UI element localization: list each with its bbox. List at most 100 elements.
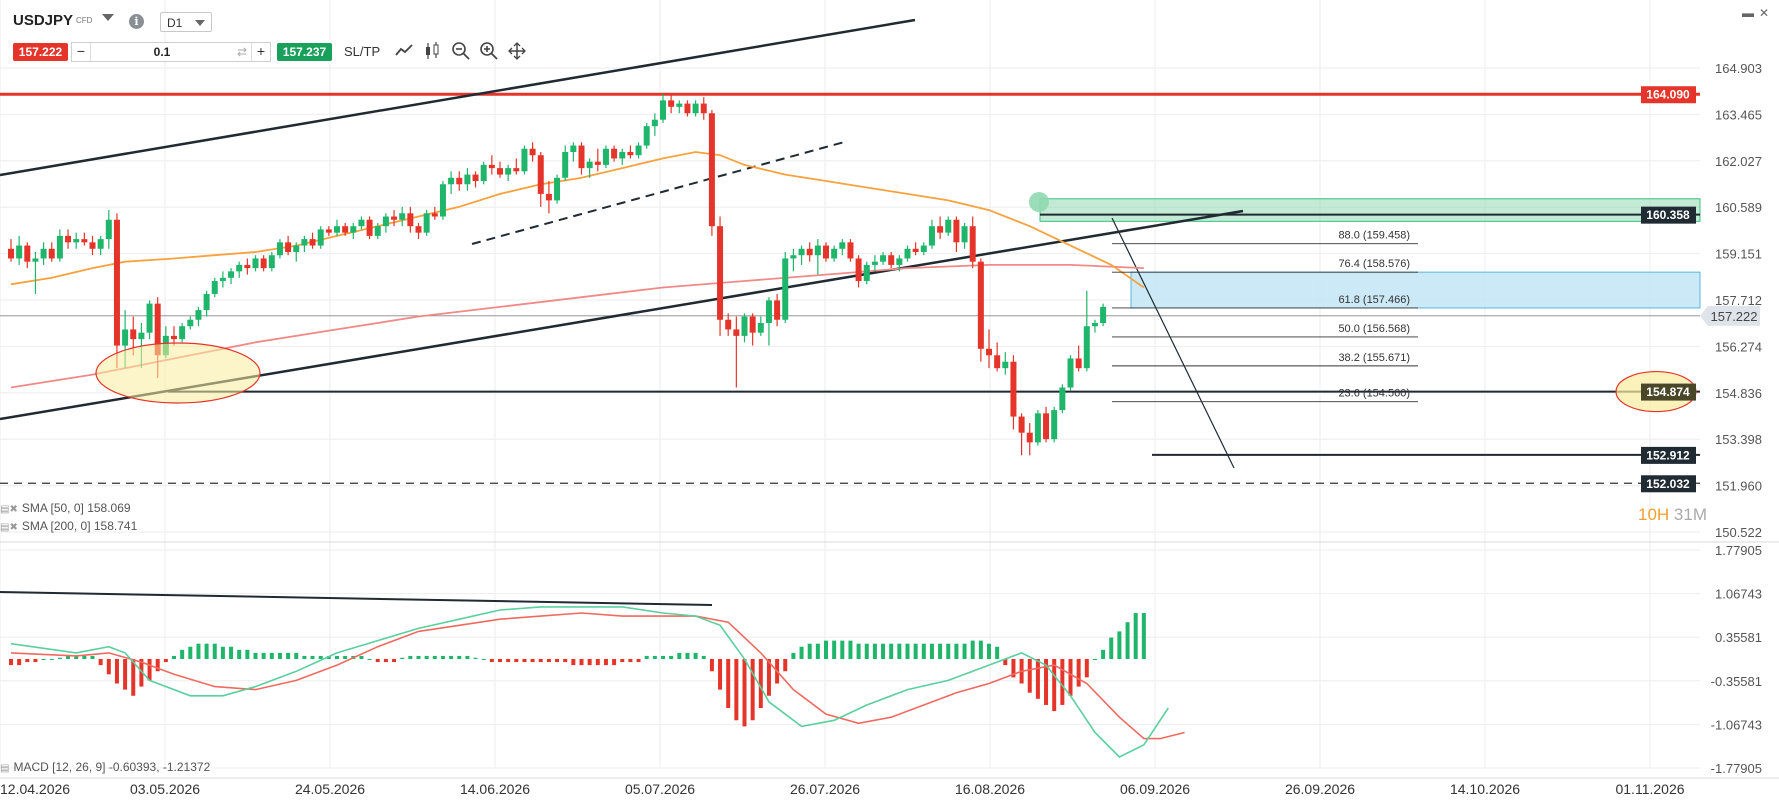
macd-histogram-bar [1044, 659, 1049, 705]
macd-histogram-bar [408, 655, 413, 659]
macd-histogram-bar [791, 652, 796, 659]
macd-histogram-bar [661, 655, 665, 659]
macd-histogram-bar [954, 643, 959, 659]
settings-icon[interactable]: ▤ [0, 763, 10, 774]
macd-histogram-bar [734, 659, 739, 721]
zoom-in-icon[interactable] [478, 40, 500, 62]
zoom-out-icon[interactable] [450, 40, 472, 62]
macd-histogram-bar [1133, 613, 1138, 659]
candle-body [1091, 322, 1098, 327]
candle-body [236, 264, 243, 272]
symbol-dropdown-caret[interactable] [102, 14, 114, 21]
sma50-legend[interactable]: ▤✖ SMA [50, 0] 158.069 [0, 501, 131, 515]
close-icon[interactable]: ✕ [1759, 6, 1770, 20]
settings-icon[interactable]: ▤✖ [0, 522, 18, 533]
candle-body [1067, 358, 1074, 388]
quantity-stepper[interactable]: − 0.1 ⇄ + [71, 42, 271, 62]
decrease-quantity-button[interactable]: − [72, 43, 91, 61]
sma200-legend-text: SMA [200, 0] 158.741 [21, 519, 138, 533]
candle-body [986, 348, 992, 356]
macd-histogram-bar [897, 643, 902, 659]
chevron-down-icon [195, 20, 205, 26]
crosshair-move-icon[interactable] [506, 40, 528, 62]
buy-ask-button[interactable]: 157.237 [277, 43, 332, 61]
trendline-down [1111, 217, 1235, 469]
macd-histogram-bar [1003, 659, 1008, 666]
minimize-icon[interactable]: ▬ [1742, 6, 1754, 20]
info-icon[interactable]: i [129, 14, 144, 29]
symbol-name[interactable]: USDJPY [13, 12, 74, 29]
candle-body [448, 177, 455, 185]
candlestick-icon[interactable] [422, 40, 444, 62]
timeframe-select[interactable]: D1 [160, 12, 212, 32]
candle-body [40, 248, 47, 259]
candle-body [285, 242, 292, 253]
candle-body [676, 103, 683, 107]
macd-histogram-bar [1035, 659, 1040, 699]
macd-signal-line [10, 612, 1185, 740]
macd-histogram-bar [1101, 649, 1106, 659]
candle-body [268, 255, 275, 269]
settings-icon[interactable]: ▤✖ [0, 504, 18, 515]
candle-body [619, 151, 626, 159]
candle-body [391, 216, 398, 220]
candle-body [431, 213, 438, 217]
price-level-badge-text: 152.912 [1646, 448, 1690, 462]
candle-body [16, 245, 23, 259]
macd-histogram-bar [1117, 631, 1122, 659]
sl-tp-button[interactable]: SL/TP [344, 44, 381, 59]
macd-legend[interactable]: ▤ MACD [12, 26, 9] -0.60393, -1.21372 [0, 760, 210, 774]
zone-anchor-point [1029, 191, 1049, 212]
macd-histogram-bar [392, 659, 397, 663]
date-axis-tick: 14.10.2026 [1450, 781, 1520, 797]
candle-body [928, 226, 935, 246]
date-axis-tick: 24.05.2026 [295, 781, 365, 797]
macd-histogram-bar [522, 659, 527, 663]
candle-body [73, 239, 80, 243]
macd-histogram-bar [555, 659, 560, 663]
macd-histogram-bar [644, 655, 649, 659]
date-axis-tick: 06.09.2026 [1120, 781, 1190, 797]
sell-bid-button[interactable]: 157.222 [13, 43, 68, 61]
candle-body [953, 219, 960, 243]
macd-histogram-bar [261, 652, 266, 659]
macd-histogram-bar [416, 655, 421, 659]
candle-body [317, 229, 324, 246]
macd-histogram-bar [913, 643, 918, 659]
macd-histogram-bar [799, 646, 804, 659]
candle-body [513, 168, 520, 172]
macd-histogram-bar [383, 659, 388, 663]
macd-histogram-bar [123, 659, 128, 690]
candle-body [643, 126, 650, 146]
timeframe-value: D1 [167, 16, 183, 30]
macd-histogram-bar [1141, 613, 1146, 659]
macd-axis-tick: -1.77905 [1711, 761, 1762, 776]
candle-body [937, 226, 944, 233]
macd-histogram-bar [375, 659, 380, 663]
macd-histogram-bar [848, 640, 853, 659]
candle-body [660, 100, 666, 120]
fibonacci-zone [1130, 271, 1701, 309]
increase-quantity-button[interactable]: + [251, 43, 270, 61]
macd-histogram-bar [131, 659, 136, 696]
price-axis-tick: 154.836 [1715, 386, 1762, 401]
macd-histogram-bar [237, 649, 242, 659]
line-chart-icon[interactable] [393, 40, 415, 62]
macd-histogram-bar [636, 659, 641, 663]
macd-histogram-bar [432, 655, 437, 659]
candle-body [545, 193, 552, 201]
candle-body [260, 258, 267, 269]
price-level-badge [1641, 86, 1696, 104]
macd-histogram-bar [620, 659, 625, 663]
sma200-legend[interactable]: ▤✖ SMA [200, 0] 158.741 [0, 519, 137, 533]
macd-histogram-bar [579, 659, 584, 666]
quantity-input[interactable]: 0.1 [153, 45, 171, 59]
candle-body [480, 164, 487, 182]
candle-body [105, 219, 112, 240]
date-axis-tick: 03.05.2026 [130, 781, 200, 797]
candle-body [179, 326, 186, 340]
macd-histogram-bar [595, 659, 600, 666]
swap-units-icon[interactable]: ⇄ [236, 45, 248, 59]
candle-body [505, 168, 512, 175]
